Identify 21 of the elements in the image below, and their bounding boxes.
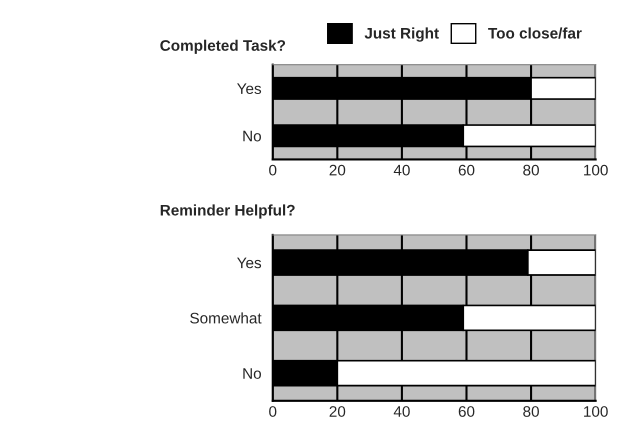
x-tick-label: 0 <box>269 164 276 176</box>
y-tick-label: No <box>243 130 261 142</box>
x-tick-label: 0 <box>269 406 276 417</box>
x-tick-label: 100 <box>584 406 608 417</box>
x-tick-label: 40 <box>394 406 410 417</box>
x-tick-label: 100 <box>584 164 608 176</box>
x-tick-label: 20 <box>330 164 346 176</box>
legend-label: Just Right <box>364 27 439 42</box>
chart-title: Reminder Helpful? <box>160 204 295 219</box>
x-tick-label: 40 <box>394 164 410 176</box>
y-tick-label: Yes <box>237 258 262 268</box>
x-tick-label: 80 <box>523 406 539 417</box>
x-tick-label: 60 <box>458 164 474 176</box>
x-tick-label: 20 <box>330 406 346 417</box>
x-tick-label: 60 <box>458 406 474 417</box>
y-tick-label: Somewhat <box>190 312 262 324</box>
y-tick-label: Yes <box>237 83 262 94</box>
chart-title: Completed Task? <box>160 40 286 54</box>
legend-label: Too close/far <box>488 27 582 39</box>
y-tick-label: No <box>243 368 261 379</box>
x-tick-label: 80 <box>523 164 539 176</box>
